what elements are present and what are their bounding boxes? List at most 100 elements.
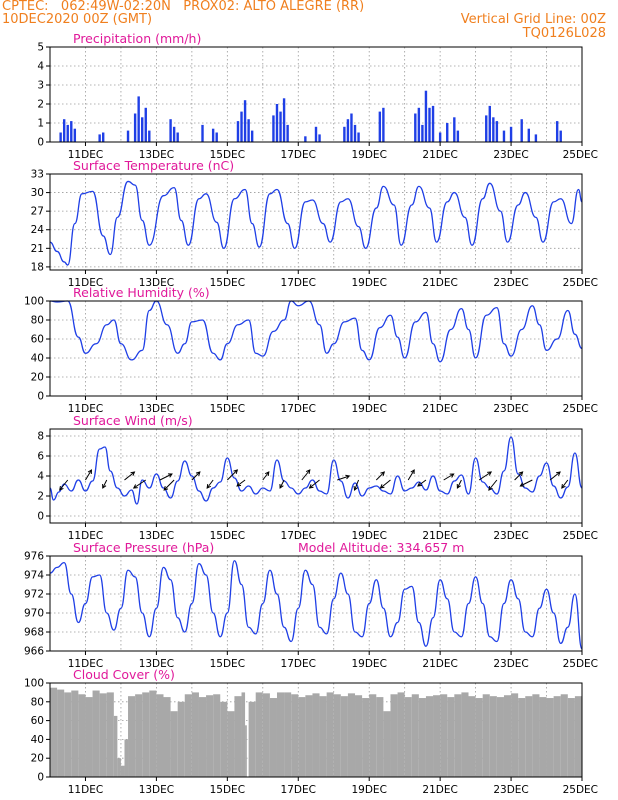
panel-1-bar bbox=[378, 111, 382, 142]
panel-4-wind-arrow bbox=[133, 479, 147, 489]
panel-4-wind-arrow bbox=[520, 479, 533, 487]
panel-1-bar bbox=[236, 121, 240, 142]
panel-6-cloud-bar bbox=[245, 725, 247, 777]
panel-6-cloud-bar bbox=[85, 697, 93, 777]
panel-4-wind-arrow bbox=[407, 469, 415, 481]
panel-6-cloud-bar bbox=[128, 696, 136, 777]
panel-6-cloud-bar bbox=[170, 711, 178, 777]
panel-6-cloud-bar bbox=[518, 698, 526, 777]
panel-1-bar bbox=[272, 115, 275, 142]
panel-2-ytick-label: 27 bbox=[31, 206, 44, 218]
panel-4-wind-arrowhead bbox=[519, 482, 525, 487]
panel-6-cloud-bar bbox=[177, 701, 185, 777]
panel-4-wind-arrowhead bbox=[379, 484, 385, 489]
panel-6-cloud-bar bbox=[135, 694, 143, 777]
panel-1-xtick-label: 25DEC bbox=[563, 149, 598, 161]
panel-6-cloud-bar bbox=[340, 696, 348, 777]
panel-2-xtick-label: 23DEC bbox=[493, 277, 528, 289]
panel-3-title: Relative Humidity (%) bbox=[73, 285, 210, 300]
panel-4-wind-arrow bbox=[159, 473, 173, 481]
panel-1-bar bbox=[502, 130, 506, 142]
panel-3-ytick-label: 0 bbox=[37, 391, 44, 403]
panel-2-xtick-label: 13DEC bbox=[139, 277, 174, 289]
panel-4-wind-arrow bbox=[514, 471, 523, 481]
panel-4-wind-arrowhead bbox=[308, 484, 314, 489]
panel-1-bar bbox=[414, 113, 417, 142]
panel-1-xtick-label: 21DEC bbox=[422, 149, 457, 161]
panel-1-bar bbox=[318, 134, 321, 142]
panel-1-bar bbox=[133, 113, 137, 142]
panel-3-series-line bbox=[49, 300, 583, 363]
panel-1-bar bbox=[73, 128, 77, 142]
panel-6-cloud-bar bbox=[276, 692, 285, 777]
panel-4-wind-arrow bbox=[561, 479, 569, 489]
panel-6-cloud-bar bbox=[291, 694, 299, 777]
panel-1-bar bbox=[428, 107, 431, 142]
panel-4-xtick-label: 19DEC bbox=[351, 530, 386, 542]
panel-6-cloud-bar bbox=[411, 694, 419, 777]
panel-4-wind-arrowhead bbox=[449, 473, 455, 478]
panel-4-ytick-label: 8 bbox=[37, 431, 44, 443]
panel-1-bar bbox=[314, 126, 318, 142]
header-line1: CPTEC: 062:49W-02:20N PROX02: ALTO ALEGR… bbox=[2, 0, 365, 14]
panel-2-frame bbox=[49, 173, 583, 271]
panel-2-ytick-label: 21 bbox=[31, 243, 44, 255]
panel-1-bar bbox=[240, 111, 243, 142]
panel-6-cloud-bar bbox=[447, 697, 455, 777]
panel-6-cloud-bar bbox=[326, 692, 334, 777]
panel-5-xtick-label: 19DEC bbox=[351, 658, 386, 670]
panel-6-cloud-bar bbox=[525, 696, 533, 777]
panel-1-ytick-label: 2 bbox=[37, 99, 44, 111]
panel-1-bar bbox=[282, 98, 286, 142]
panel-6-cloud-bar bbox=[376, 697, 384, 777]
panel-6-cloud-bar bbox=[142, 692, 150, 777]
panel-1-bar bbox=[275, 104, 279, 142]
panel-5-ytick-label: 966 bbox=[24, 646, 44, 658]
panel-6-cloud-bar bbox=[312, 693, 320, 777]
panel-3-ytick-label: 80 bbox=[31, 315, 44, 327]
panel-1-bar bbox=[357, 132, 360, 142]
panel-6-cloud-bar bbox=[57, 689, 65, 777]
panel-6-cloud-bar bbox=[248, 701, 256, 777]
panel-4-wind-arrow bbox=[301, 469, 311, 481]
panel-1-bar bbox=[485, 115, 488, 142]
panel-4-xtick-label: 21DEC bbox=[422, 530, 457, 542]
panel-6-cloud-bar bbox=[113, 715, 118, 777]
panel-6-cloud-bar bbox=[383, 711, 391, 777]
panel-6-cloud-bar bbox=[213, 694, 221, 777]
panel-5-xtick-label: 15DEC bbox=[210, 658, 245, 670]
panel-4-wind-arrow bbox=[354, 479, 360, 491]
panel-4-wind-arrowhead bbox=[561, 483, 566, 489]
panel-2-ytick-label: 30 bbox=[31, 187, 44, 199]
panel-5-xtick-label: 21DEC bbox=[422, 658, 457, 670]
panel-5-ytick-label: 970 bbox=[24, 608, 44, 620]
panel-4-xtick-label: 15DEC bbox=[210, 530, 245, 542]
panel-1-bar bbox=[424, 90, 428, 142]
panel-6-cloud-bar bbox=[418, 698, 426, 777]
panel-6-ytick-label: 60 bbox=[31, 715, 44, 727]
panel-4-title: Surface Wind (m/s) bbox=[73, 413, 193, 428]
panel-1-bar bbox=[201, 124, 204, 142]
panel-1-bar bbox=[144, 107, 147, 142]
panel-1-bar bbox=[456, 130, 460, 142]
panel-1-xtick-label: 15DEC bbox=[210, 149, 245, 161]
panel-4-wind-arrow bbox=[236, 479, 246, 487]
panel-1-bar bbox=[137, 96, 140, 142]
panel-6-cloud-bar bbox=[124, 739, 129, 777]
panel-1-bar bbox=[527, 128, 530, 142]
panel-6-ytick-label: 80 bbox=[31, 696, 44, 708]
panel-4-wind-arrow bbox=[488, 479, 498, 491]
panel-3-xtick-label: 17DEC bbox=[281, 403, 316, 415]
panel-6-xtick-label: 13DEC bbox=[139, 784, 174, 796]
panel-1-bar bbox=[353, 124, 357, 142]
panel-4-wind-arrow bbox=[549, 471, 561, 481]
panel-4-wind-arrowhead bbox=[556, 471, 561, 476]
panel-6-cloud-bar bbox=[567, 698, 575, 777]
panel-1-bar bbox=[211, 128, 215, 142]
panel-1-bar bbox=[453, 117, 456, 142]
panel-4-wind-arrowhead bbox=[102, 483, 107, 489]
panel-4-wind-arrowhead bbox=[132, 484, 138, 489]
panel-6-cloud-bar bbox=[262, 693, 270, 777]
panel-6-cloud-bar bbox=[539, 697, 547, 777]
panel-4-wind-arrow bbox=[206, 479, 214, 489]
